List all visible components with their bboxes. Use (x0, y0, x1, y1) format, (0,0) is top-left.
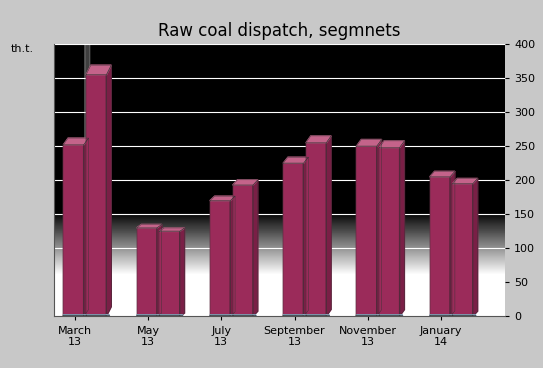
Polygon shape (230, 196, 235, 316)
Polygon shape (377, 139, 382, 316)
Polygon shape (304, 157, 308, 316)
Polygon shape (450, 171, 455, 316)
Polygon shape (94, 315, 98, 316)
Polygon shape (377, 315, 380, 316)
Polygon shape (283, 157, 308, 163)
Polygon shape (159, 315, 180, 316)
Polygon shape (379, 148, 400, 316)
Polygon shape (473, 178, 478, 316)
Polygon shape (210, 315, 230, 316)
Polygon shape (63, 145, 84, 316)
Polygon shape (253, 315, 256, 316)
Polygon shape (106, 65, 111, 316)
Polygon shape (326, 136, 331, 316)
Polygon shape (306, 136, 331, 143)
Polygon shape (460, 315, 464, 316)
Polygon shape (63, 138, 89, 145)
Polygon shape (400, 141, 405, 316)
Polygon shape (157, 315, 160, 316)
Polygon shape (86, 315, 106, 316)
Polygon shape (232, 315, 253, 316)
Polygon shape (210, 201, 230, 316)
Polygon shape (106, 315, 109, 316)
Polygon shape (430, 171, 455, 177)
Polygon shape (294, 315, 314, 316)
Polygon shape (283, 163, 304, 316)
Text: th.t.: th.t. (11, 44, 34, 54)
Polygon shape (136, 224, 162, 228)
Polygon shape (157, 224, 162, 316)
Polygon shape (74, 315, 94, 316)
Polygon shape (314, 315, 318, 316)
Polygon shape (241, 315, 244, 316)
Polygon shape (136, 315, 157, 316)
Polygon shape (326, 315, 329, 316)
Polygon shape (159, 228, 185, 231)
Polygon shape (452, 315, 473, 316)
Polygon shape (86, 75, 106, 316)
Polygon shape (304, 315, 306, 316)
Polygon shape (356, 146, 377, 316)
Polygon shape (452, 178, 478, 184)
Polygon shape (159, 231, 180, 316)
Polygon shape (63, 315, 84, 316)
Polygon shape (147, 315, 167, 316)
Polygon shape (85, 33, 90, 316)
Polygon shape (356, 139, 382, 146)
Title: Raw coal dispatch, segmnets: Raw coal dispatch, segmnets (159, 22, 401, 40)
Polygon shape (430, 315, 450, 316)
Polygon shape (220, 315, 241, 316)
Polygon shape (84, 315, 86, 316)
Polygon shape (167, 315, 171, 316)
Polygon shape (306, 143, 326, 316)
Polygon shape (356, 315, 377, 316)
Polygon shape (430, 177, 450, 316)
Polygon shape (400, 315, 402, 316)
Polygon shape (283, 315, 304, 316)
Polygon shape (473, 315, 476, 316)
Polygon shape (232, 180, 258, 185)
Polygon shape (180, 228, 185, 316)
Polygon shape (387, 315, 391, 316)
Polygon shape (367, 315, 387, 316)
Polygon shape (452, 184, 473, 316)
Polygon shape (232, 185, 253, 316)
Polygon shape (440, 315, 460, 316)
Polygon shape (84, 138, 89, 316)
Polygon shape (230, 315, 233, 316)
Polygon shape (450, 315, 453, 316)
Polygon shape (210, 196, 235, 201)
Polygon shape (253, 180, 258, 316)
Polygon shape (379, 141, 405, 148)
Polygon shape (306, 315, 326, 316)
Polygon shape (136, 228, 157, 316)
Polygon shape (86, 65, 111, 75)
Polygon shape (379, 315, 400, 316)
Polygon shape (180, 315, 182, 316)
